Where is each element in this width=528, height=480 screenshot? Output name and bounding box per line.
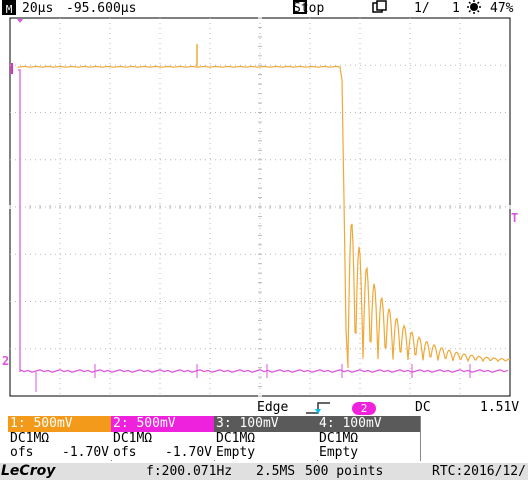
frequency-readout: f:200.071Hz	[146, 464, 233, 479]
copy-icon[interactable]	[372, 0, 388, 17]
trigger-type[interactable]: Edge	[257, 400, 289, 415]
channel-4-state: Empty	[317, 446, 420, 460]
rtc-readout: RTC:2016/12/	[432, 464, 526, 479]
channel-1-offset: ofs -1.70V	[8, 446, 111, 460]
trigger-coupling[interactable]: DC	[415, 400, 431, 415]
trigger-position-marker[interactable]	[17, 19, 23, 23]
channel-3-coupling: DC1MΩ	[214, 432, 317, 446]
top-status-bar: M 20µs -95.600µs Stop 1/ 1 47%	[0, 0, 528, 17]
channel-4-panel[interactable]: 4: 100mV DC1MΩ Empty	[317, 416, 421, 461]
trigger-source-badge[interactable]: 2	[352, 401, 376, 417]
channel-2-offset-value: -1.70V	[165, 445, 212, 460]
channel-1-panel[interactable]: 1: 500mV DC1MΩ ofs -1.70V	[8, 416, 112, 461]
delay-readout[interactable]: -95.600µs	[66, 1, 137, 16]
timebase-readout[interactable]: 20µs	[22, 1, 54, 16]
acquisition-counter-left: 1/	[414, 1, 430, 16]
trigger-level-marker[interactable]: T	[511, 211, 518, 225]
channel-2-offset: ofs -1.70V	[111, 446, 214, 460]
channel-2-panel[interactable]: 2: 500mV DC1MΩ ofs -1.70V	[111, 416, 215, 461]
bottom-status-bar: LeCroy f:200.071Hz 2.5MS 500 points RTC:…	[0, 463, 528, 480]
trigger-level[interactable]: 1.51V	[480, 400, 520, 415]
battery-percent: 47%	[490, 1, 514, 16]
channel-4-label: 4: 100mV	[317, 416, 420, 432]
channel-2-offset-label: ofs	[113, 445, 137, 460]
channel-3-label: 3: 100mV	[214, 416, 317, 432]
channel-1-label: 1: 500mV	[8, 416, 111, 432]
channel-2-trace	[18, 69, 509, 373]
sample-rate-readout: 2.5MS	[256, 464, 296, 479]
trigger-source-label: 2	[352, 402, 376, 415]
channel-3-panel[interactable]: 3: 100mV DC1MΩ Empty	[214, 416, 318, 461]
run-state-label: Stop	[293, 1, 325, 16]
edge-rising-icon	[306, 400, 336, 421]
acquisition-counter-right: 1	[452, 1, 460, 16]
channel-1-offset-label: ofs	[10, 445, 34, 460]
graticule-grid	[9, 17, 511, 397]
channel-2-ground-marker[interactable]: 2	[2, 354, 9, 368]
channel-1-coupling: DC1MΩ	[8, 432, 111, 446]
stop-square-icon	[293, 0, 307, 14]
record-length-readout: 500 points	[305, 464, 384, 479]
waveform-display[interactable]: 2 T	[0, 0, 528, 400]
channel-2-label: 2: 500mV	[111, 416, 214, 432]
channel-2-coupling: DC1MΩ	[111, 432, 214, 446]
channel-4-coupling: DC1MΩ	[317, 432, 420, 446]
channel-1-trace	[17, 65, 511, 369]
mode-indicator: M	[2, 0, 16, 16]
channel-1-offset-value: -1.70V	[62, 445, 109, 460]
channel-3-state: Empty	[214, 446, 317, 460]
channel-2-spikes	[35, 364, 471, 392]
brand-logo: LeCroy	[1, 463, 56, 479]
battery-icon	[466, 0, 482, 17]
